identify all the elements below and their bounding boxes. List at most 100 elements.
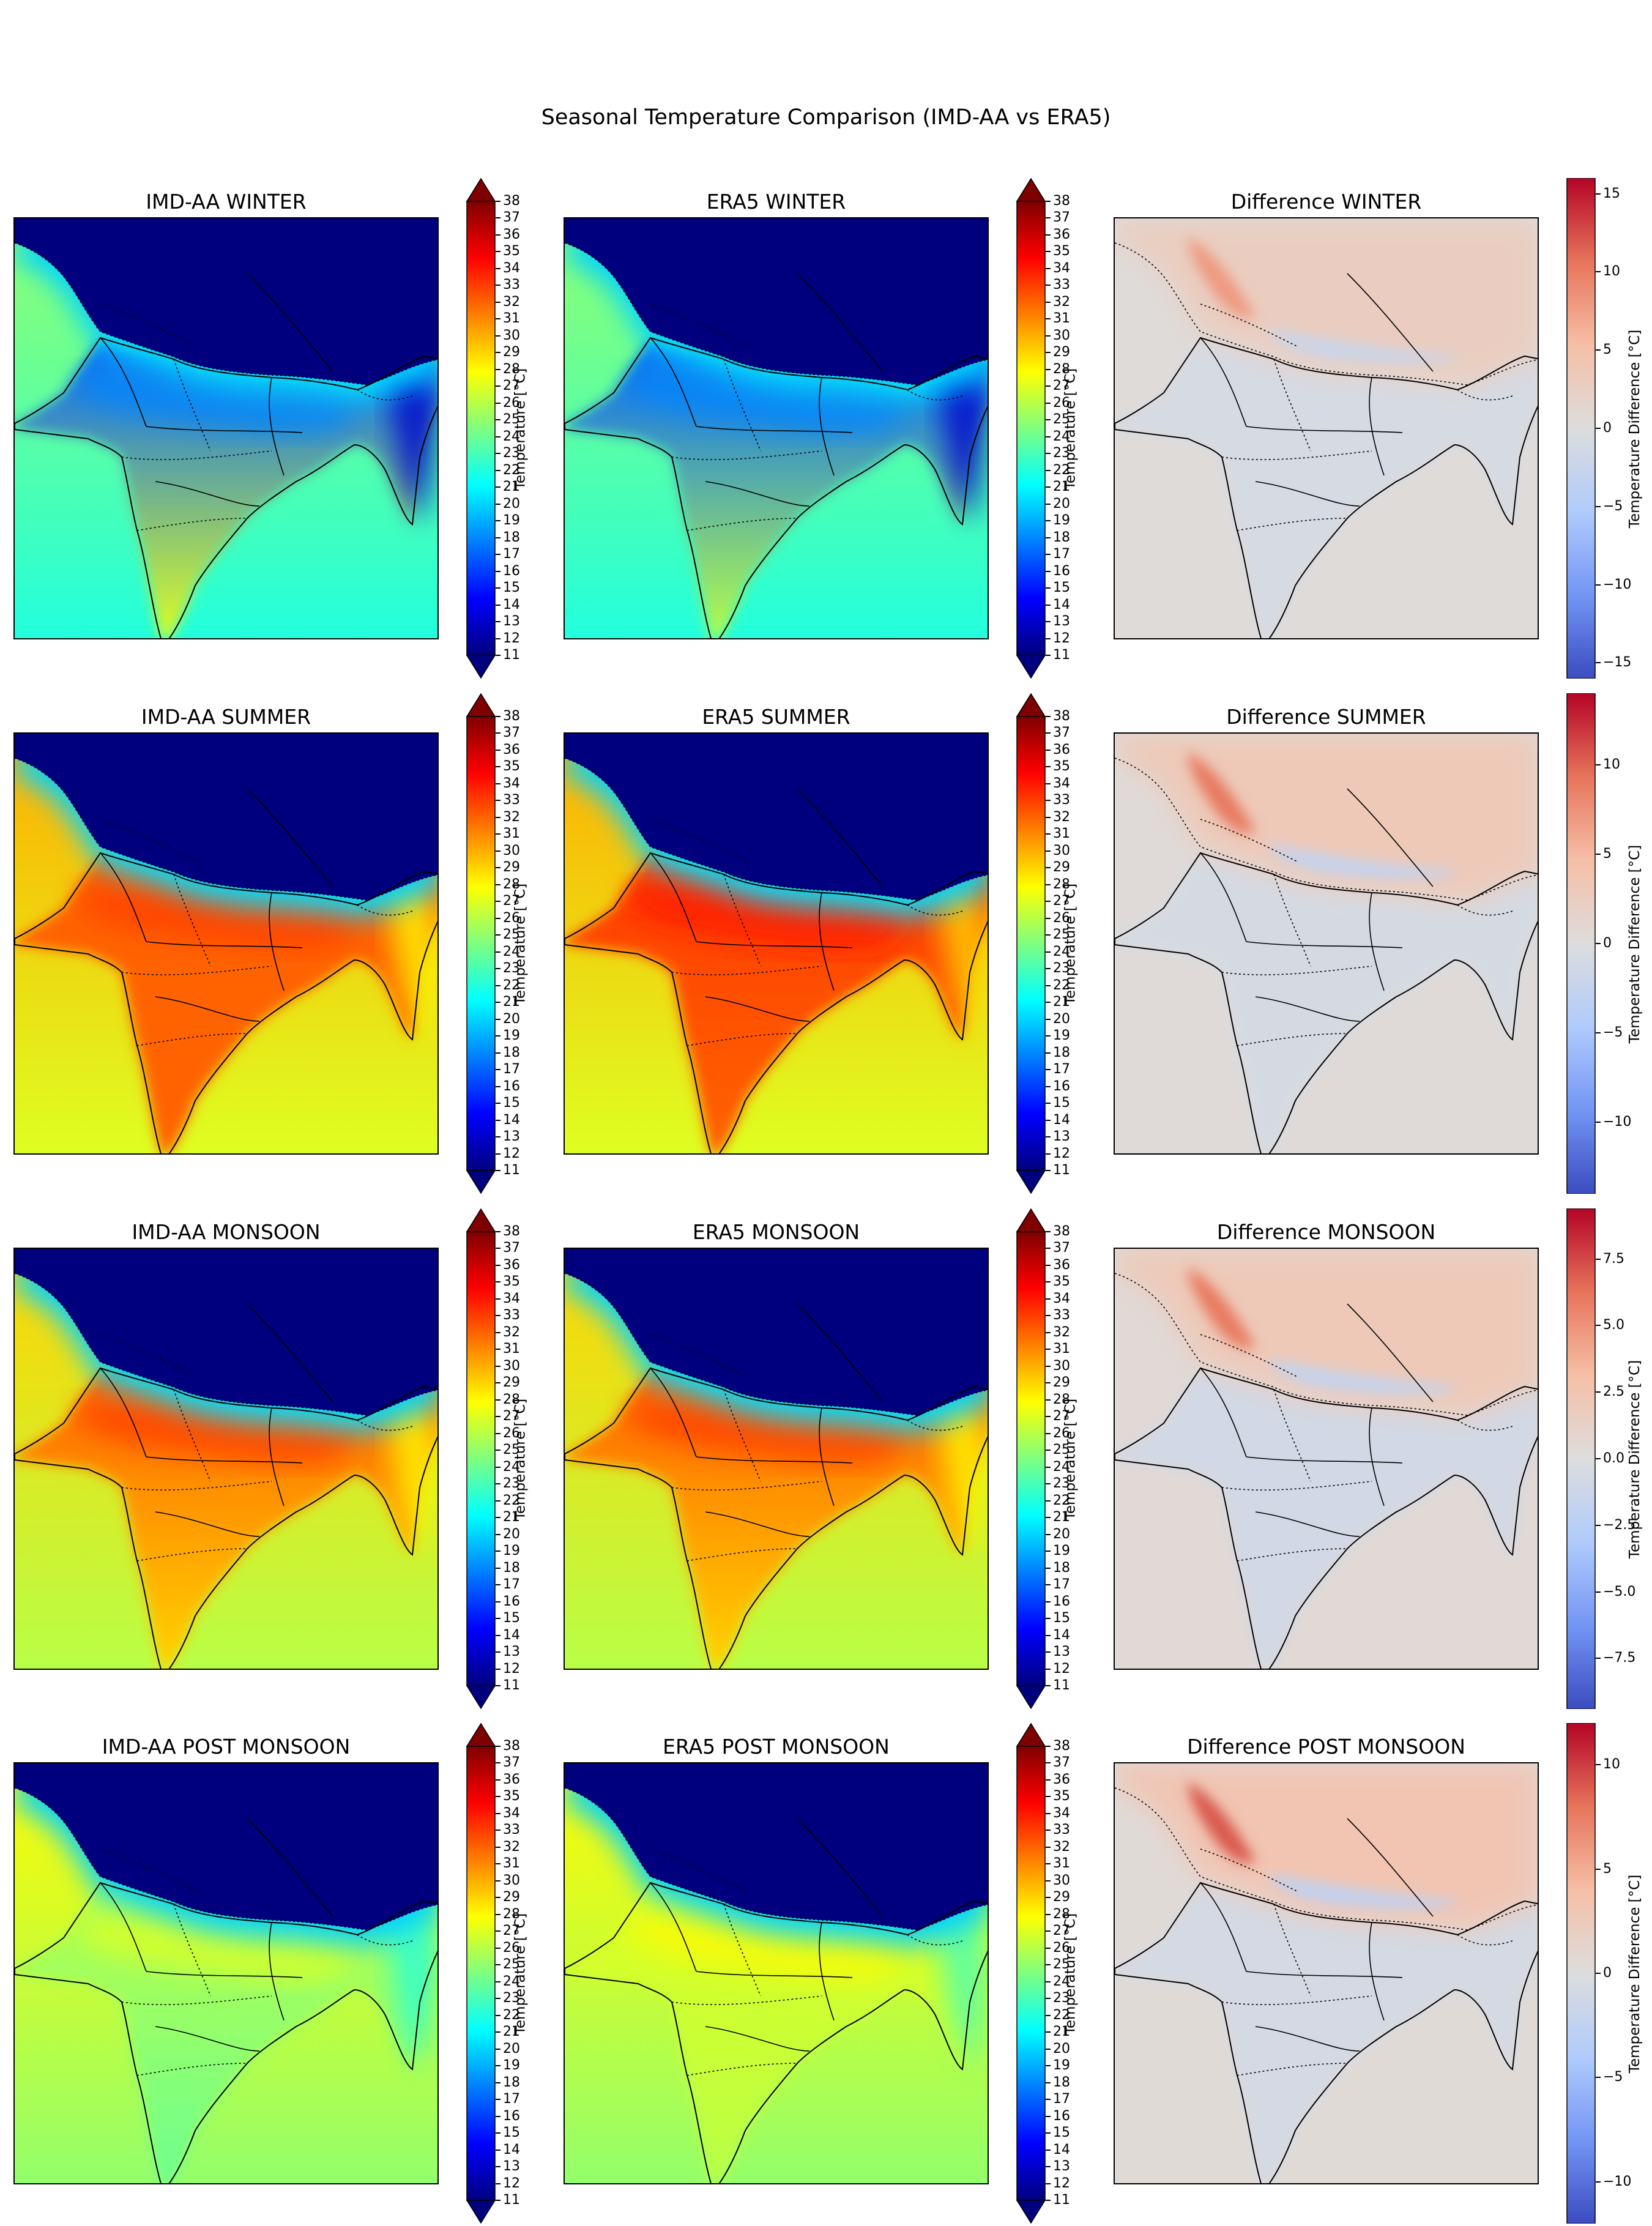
colorbar-tick: [1046, 716, 1051, 717]
colorbar-tick: [1046, 1998, 1051, 2000]
colorbar-tick-label: 37: [1053, 725, 1070, 741]
colorbar-tick: [1046, 2166, 1051, 2168]
himalaya-field: [15, 1249, 437, 1415]
colorbar-extend-min: [1016, 1170, 1046, 1194]
colorbar-tick: [496, 1998, 500, 2000]
border-line: [1369, 892, 1385, 991]
colorbar-tick-label: 12: [503, 1661, 520, 1677]
colorbar-tick-label: 30: [1053, 1358, 1070, 1374]
colorbar-tick: [1046, 1533, 1051, 1535]
colorbar: [466, 177, 496, 679]
colorbar-tick: [496, 1567, 500, 1569]
border-line: [121, 1995, 272, 2005]
colorbar-tick-label: 18: [1053, 529, 1070, 545]
colorbar-tick: [496, 1231, 500, 1232]
map-panel-difference-summer: [1114, 732, 1539, 1155]
colorbar-tick-label: 19: [503, 1543, 520, 1559]
border-line: [1369, 377, 1385, 476]
map-panel-imd-aa-monsoon: [13, 1248, 439, 1670]
border-line: [1347, 1303, 1434, 1402]
colorbar-tick-label: 30: [1053, 843, 1070, 858]
colorbar-tick-label: 20: [1053, 496, 1070, 512]
colorbar-tick-label: 19: [1053, 1028, 1070, 1044]
colorbar-tick: [1046, 1382, 1051, 1384]
colorbar-tick: [496, 901, 500, 903]
colorbar-tick: [1046, 1349, 1051, 1350]
colorbar-tick-label: 21: [503, 479, 520, 495]
colorbar-tick-label: 13: [1053, 614, 1070, 630]
colorbar-tick: [496, 604, 500, 606]
colorbar-tick-label: 32: [1053, 809, 1070, 825]
colorbar-tick-label: 33: [503, 277, 520, 293]
border-line: [907, 389, 963, 401]
colorbar-tick: [1046, 968, 1051, 970]
colorbar-tick: [496, 217, 500, 219]
colorbar-tick: [1046, 1601, 1051, 1602]
border-line: [247, 1303, 333, 1402]
colorbar-tick-label: 27: [1053, 1923, 1070, 1939]
colorbar-tick-label: 26: [1053, 1940, 1070, 1956]
border-line: [650, 819, 749, 863]
colorbar-tick-label: 26: [503, 910, 520, 926]
colorbar-tick: [1046, 2183, 1051, 2184]
colorbar-tick-label: 12: [1053, 630, 1070, 646]
border-line: [146, 941, 303, 948]
colorbar-tick-label: 22: [1053, 2007, 1070, 2023]
border-line: [136, 1033, 248, 1046]
colorbar-tick: [1046, 766, 1051, 768]
border-line: [819, 1407, 835, 1506]
himalaya-field: [565, 734, 988, 900]
plains-field: [82, 370, 357, 435]
colorbar-tick-label: 29: [1053, 1889, 1070, 1905]
colorbar-label: Temperature Difference [°C]: [1627, 844, 1643, 1044]
border-line: [1246, 1456, 1403, 1464]
border-line: [1255, 481, 1360, 507]
border-line: [1221, 966, 1372, 975]
colorbar-tick: [1046, 2149, 1051, 2151]
colorbar-tick-label: −5.0: [1603, 1584, 1636, 1599]
border-line: [686, 1033, 798, 1046]
himalaya-field: [565, 218, 988, 385]
colorbar-tick: [1046, 1103, 1051, 1104]
colorbar-tick-label: 12: [503, 630, 520, 646]
colorbar-tick-label: 20: [1053, 1011, 1070, 1027]
east-hills-field: [935, 1377, 988, 1555]
colorbar-tick: [496, 301, 500, 303]
colorbar-tick: [496, 2132, 500, 2134]
colorbar-tick: [496, 2099, 500, 2101]
colorbar-tick-label: 12: [1053, 2175, 1070, 2191]
colorbar-tick-label: 38: [503, 1738, 520, 1754]
colorbar-tick-label: 22: [503, 2007, 520, 2023]
colorbar-gradient: [1566, 1208, 1596, 1710]
colorbar-tick-label: 28: [1053, 1906, 1070, 1922]
colorbar-tick-label: 22: [1053, 462, 1070, 478]
colorbar-tick: [1046, 1365, 1051, 1367]
border-line: [247, 1818, 333, 1917]
colorbar-tick: [1046, 1779, 1051, 1781]
colorbar-tick-label: 17: [503, 546, 520, 562]
colorbar-tick: [1046, 934, 1051, 936]
border-line: [650, 1368, 697, 1457]
border-line: [1237, 518, 1348, 531]
colorbar-tick-label: 28: [503, 876, 520, 892]
border-line: [1115, 242, 1538, 385]
colorbar-tick: [1046, 1085, 1051, 1087]
colorbar-tick-label: 14: [503, 597, 520, 612]
colorbar-tick: [1596, 1591, 1601, 1593]
colorbar-tick-label: 14: [503, 2142, 520, 2157]
colorbar-tick-label: 11: [1053, 2192, 1070, 2208]
border-line: [100, 1334, 199, 1378]
diff-cool-band: [1268, 329, 1457, 363]
panel-title: ERA5 POST MONSOON: [663, 1735, 890, 1759]
colorbar-tick: [1046, 1052, 1051, 1054]
colorbar-tick-label: −5: [1603, 1025, 1623, 1041]
colorbar-tick: [1046, 1119, 1051, 1121]
colorbar-tick: [1596, 2077, 1601, 2079]
colorbar-tick-label: 5: [1603, 1861, 1612, 1877]
plains-field: [632, 885, 907, 950]
border-line: [1273, 1389, 1311, 1482]
east-hills-field: [385, 862, 437, 1040]
colorbar-tick: [1046, 469, 1051, 471]
colorbar-tick-label: 15: [1053, 2125, 1070, 2141]
colorbar-tick-label: 38: [1053, 1738, 1070, 1754]
